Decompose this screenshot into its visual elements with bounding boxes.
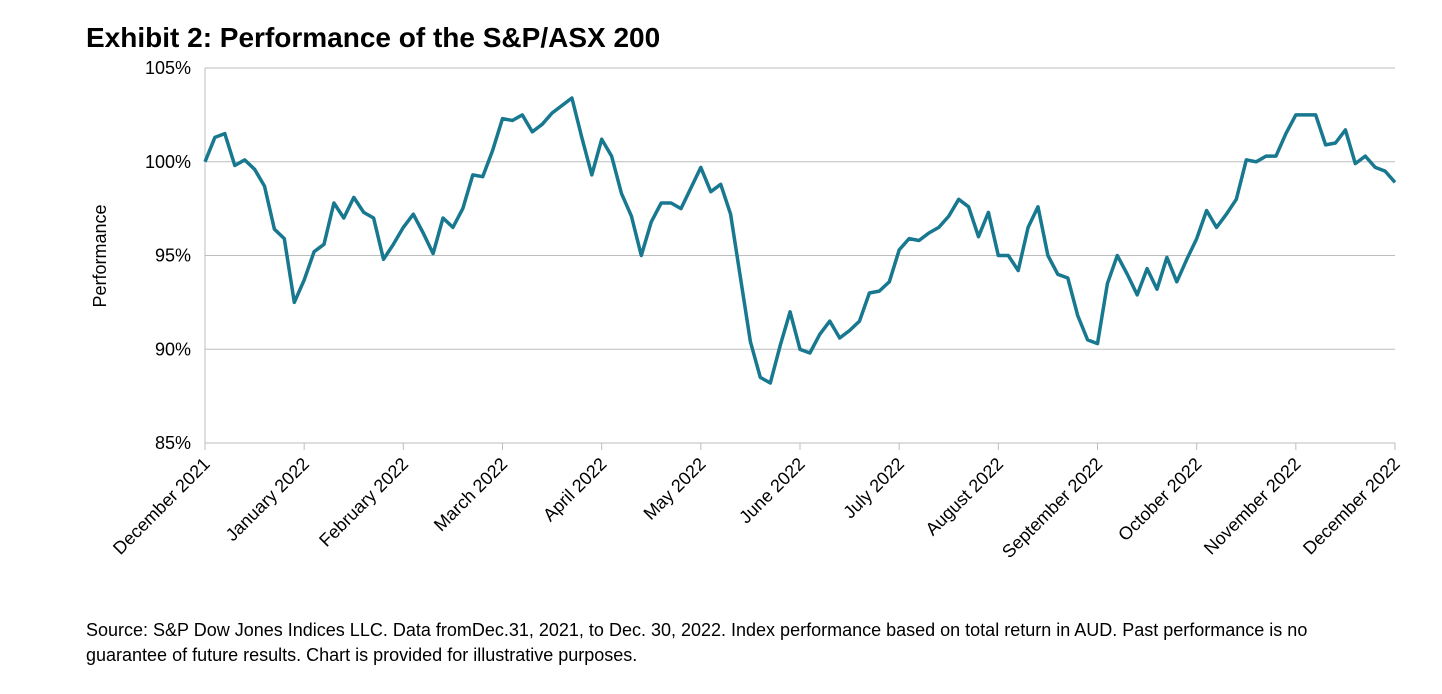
x-tick-label: November 2022 (1200, 454, 1305, 559)
y-tick-label: 95% (155, 246, 191, 266)
x-tick-label: December 2022 (1299, 454, 1404, 559)
x-tick-label: March 2022 (430, 454, 511, 535)
x-tick-label: May 2022 (640, 454, 710, 524)
y-tick-label: 100% (145, 152, 191, 172)
y-tick-label: 90% (155, 339, 191, 359)
x-tick-label: April 2022 (539, 454, 610, 525)
chart: Exhibit 2: Performance of the S&P/ASX 20… (86, 22, 1404, 562)
x-tick-label: February 2022 (315, 454, 412, 551)
x-tick-label: October 2022 (1114, 454, 1205, 545)
x-tick-label: December 2021 (109, 454, 214, 559)
line-series (203, 96, 1397, 385)
x-tick-label: January 2022 (222, 454, 313, 545)
y-tick-label: 105% (145, 58, 191, 78)
x-tick-label: September 2022 (998, 454, 1106, 562)
x-tick-label: July 2022 (839, 454, 908, 523)
source-note: Source: S&P Dow Jones Indices LLC. Data … (86, 620, 1308, 665)
x-tick-label: June 2022 (735, 454, 809, 528)
x-tick-label: August 2022 (922, 454, 1008, 540)
y-tick-label: 85% (155, 433, 191, 453)
chart-title: Exhibit 2: Performance of the S&P/ASX 20… (86, 22, 660, 53)
y-axis-label: Performance (90, 204, 110, 307)
